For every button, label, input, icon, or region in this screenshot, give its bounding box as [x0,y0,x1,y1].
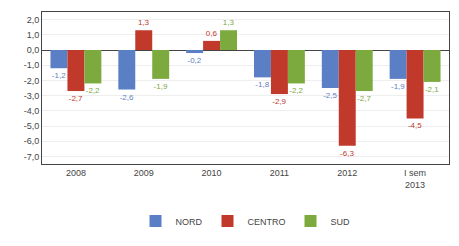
svg-text:-4,0: -4,0 [24,106,40,116]
svg-text:-2,9: -2,9 [272,97,286,106]
svg-text:-2,0: -2,0 [24,76,40,86]
svg-text:-4,5: -4,5 [408,121,422,130]
svg-text:-1,9: -1,9 [391,82,405,91]
svg-text:2012: 2012 [337,168,357,178]
svg-text:SUD: SUD [331,217,351,227]
svg-text:2009: 2009 [134,168,154,178]
svg-text:-2,6: -2,6 [120,93,134,102]
svg-text:1,3: 1,3 [223,18,235,27]
svg-text:-1,0: -1,0 [24,60,40,70]
svg-text:-1,2: -1,2 [52,71,66,80]
svg-text:0,6: 0,6 [206,29,218,38]
svg-text:1,0: 1,0 [27,30,40,40]
svg-text:-2,5: -2,5 [323,91,337,100]
svg-text:-7,0: -7,0 [24,152,40,162]
svg-text:0,0: 0,0 [27,45,40,55]
svg-text:-3,0: -3,0 [24,91,40,101]
svg-text:-2,1: -2,1 [425,85,439,94]
svg-text:-0,2: -0,2 [187,56,201,65]
svg-text:2010: 2010 [202,168,222,178]
svg-text:2,0: 2,0 [27,15,40,25]
svg-text:1,3: 1,3 [138,18,150,27]
svg-text:-2,7: -2,7 [69,94,83,103]
svg-text:2008: 2008 [66,168,86,178]
svg-text:NORD: NORD [176,217,203,227]
svg-text:-1,8: -1,8 [255,80,269,89]
svg-text:-2,2: -2,2 [86,86,100,95]
svg-text:CENTRO: CENTRO [248,217,286,227]
svg-text:-1,9: -1,9 [154,82,168,91]
svg-text:-2,7: -2,7 [357,94,371,103]
svg-text:-5,0: -5,0 [24,121,40,131]
svg-text:I sem2013: I sem2013 [404,168,426,190]
svg-text:-6,3: -6,3 [340,149,354,158]
svg-text:-6,0: -6,0 [24,136,40,146]
svg-text:2011: 2011 [270,168,289,178]
svg-text:-2,2: -2,2 [289,86,303,95]
